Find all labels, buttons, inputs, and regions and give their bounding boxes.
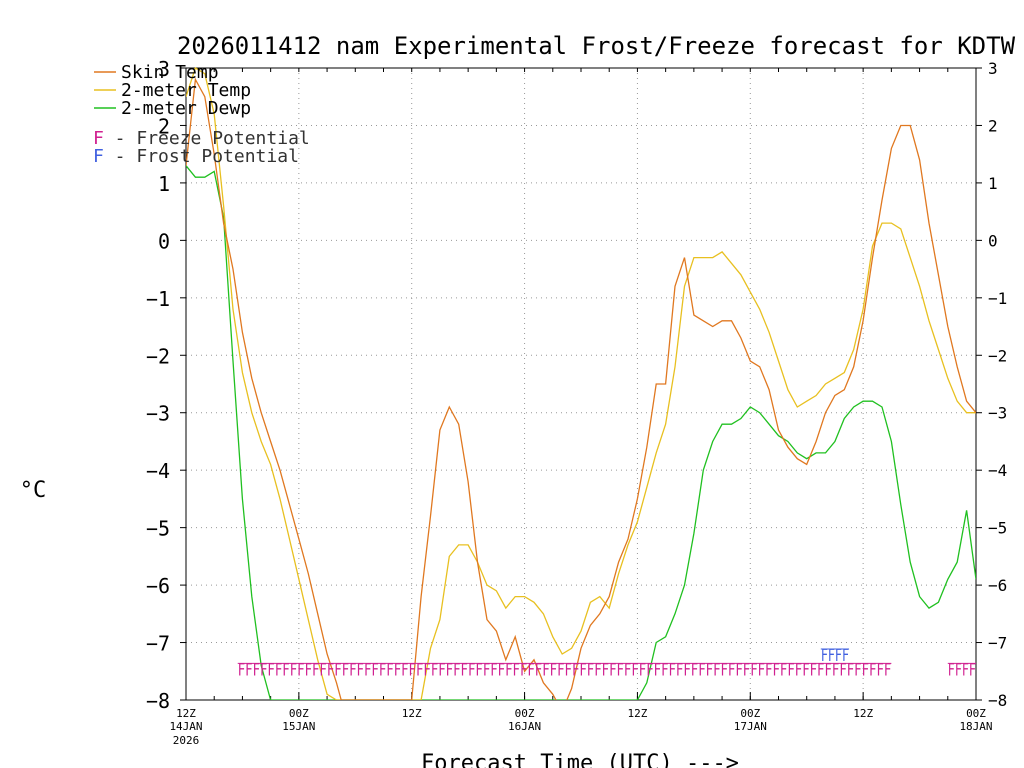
y-tick-label-right: −1 [988, 289, 1007, 308]
x-tick-label: 00Z [966, 707, 986, 720]
y-tick-label: 0 [158, 229, 170, 253]
y-tick-label: −4 [146, 459, 170, 483]
x-tick-label: 00Z [289, 707, 309, 720]
series-line-2-meter-dewp [186, 165, 976, 700]
x-tick-label: 14JAN [169, 720, 202, 733]
x-tick-label: 17JAN [734, 720, 767, 733]
y-tick-label-right: −7 [988, 634, 1007, 653]
x-tick-label: 00Z [740, 707, 760, 720]
x-tick-label: 2026 [173, 734, 200, 747]
x-tick-label: 00Z [515, 707, 535, 720]
x-tick-label: 12Z [627, 707, 647, 720]
legend-frost-potential: F - Frost Potential [93, 146, 299, 167]
y-tick-label-right: 2 [988, 116, 998, 135]
x-tick-label: 12Z [176, 707, 196, 720]
series-line-2-meter-temp [186, 67, 976, 700]
potential-markers: FFFFFFFFFFFFFFFFFFFFFFFFFFFFFFFFFFFFFFFF… [237, 646, 976, 680]
y-tick-label-right: 3 [988, 59, 998, 78]
y-tick-label: −8 [146, 689, 170, 713]
y-tick-label: −6 [146, 574, 170, 598]
grid-lines [186, 68, 976, 700]
x-tick-label: 12Z [853, 707, 873, 720]
y-tick-label: −5 [146, 517, 170, 541]
y-tick-label-right: −6 [988, 576, 1007, 595]
y-tick-label-right: −2 [988, 346, 1007, 365]
y-tick-labels-right: 3 2 1 0 −1 −2 −3 −4 −5 −6 −7 −8 [988, 59, 1007, 710]
chart-title: 2026011412 nam Experimental Frost/Freeze… [177, 32, 1016, 60]
y-tick-label-right: −4 [988, 461, 1007, 480]
y-tick-label-right: 0 [988, 231, 998, 250]
legend-freeze-potential: F - Freeze Potential [93, 128, 310, 149]
y-tick-label: 2 [158, 114, 170, 138]
y-tick-labels-left: 3 2 1 0 −1 −2 −3 −4 −5 −6 −7 −8 [146, 57, 170, 713]
y-tick-label: 1 [158, 172, 170, 196]
y-tick-label-right: −3 [988, 404, 1007, 423]
x-tick-label: 18JAN [959, 720, 992, 733]
y-axis-label: °C [20, 478, 47, 503]
freeze-potential-marks: FFFF [948, 660, 976, 680]
series-lines [186, 67, 976, 700]
x-tick-label: 12Z [402, 707, 422, 720]
y-tick-label: −3 [146, 402, 170, 426]
y-tick-label-right: 1 [988, 174, 998, 193]
y-tick-label: −2 [146, 344, 170, 368]
x-axis-label: Forecast Time (UTC) ---> [421, 751, 739, 768]
series-line-skin-temp [186, 77, 976, 700]
y-tick-label: 3 [158, 57, 170, 81]
y-tick-label: −7 [146, 632, 170, 656]
legend-label: 2-meter Dewp [121, 98, 251, 119]
frost-potential-marks: FFFF [821, 646, 849, 666]
freeze-potential-marks: FFFFFFFFFFFFFFFFFFFFFFFFFFFFFFFFFFFFFFFF… [238, 660, 892, 680]
y-tick-label-right: −5 [988, 519, 1007, 538]
y-tick-label: −1 [146, 287, 170, 311]
x-tick-label: 15JAN [282, 720, 315, 733]
y-tick-label-right: −8 [988, 691, 1007, 710]
legend-label: Skin Temp [121, 62, 219, 83]
legend-label: 2-meter Temp [121, 80, 251, 101]
x-tick-label: 16JAN [508, 720, 541, 733]
axis-ticks [180, 67, 982, 701]
